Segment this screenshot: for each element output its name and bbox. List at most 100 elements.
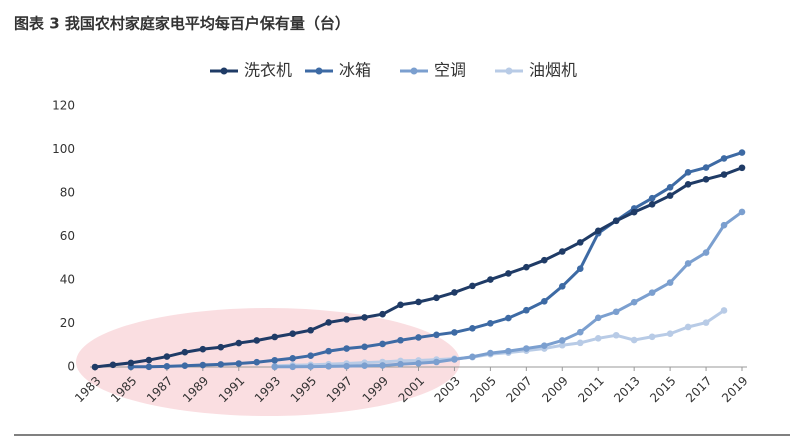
point [523, 263, 530, 271]
point [576, 339, 584, 347]
point [235, 360, 243, 367]
point [523, 345, 530, 352]
point [720, 307, 728, 314]
legend-label: 空调 [434, 61, 466, 80]
point [289, 330, 296, 338]
point [325, 363, 332, 370]
point [307, 352, 314, 359]
point [451, 356, 458, 363]
point [325, 319, 332, 326]
point [720, 221, 728, 229]
point [612, 331, 620, 339]
point [289, 355, 296, 362]
x-tick-label: 2017 [683, 374, 714, 405]
y-tick-label: 60 [60, 229, 75, 243]
point [702, 175, 710, 183]
chart-title: 图表 3 我国农村家庭家电平均每百户保有量（台） [14, 15, 350, 33]
point [702, 164, 710, 171]
point [253, 337, 261, 344]
point [648, 289, 656, 296]
point [594, 227, 602, 235]
point [720, 171, 728, 178]
legend-label: 冰箱 [339, 61, 371, 80]
point [469, 282, 476, 290]
point [415, 334, 422, 341]
point [558, 337, 566, 344]
point [541, 298, 548, 305]
point [343, 362, 350, 370]
point [253, 358, 261, 366]
point [199, 345, 207, 353]
legend-marker [315, 67, 323, 75]
point [630, 336, 638, 344]
point [361, 314, 368, 321]
point [217, 361, 225, 368]
point [558, 341, 566, 349]
point [451, 289, 458, 296]
point [469, 353, 476, 361]
point [181, 348, 189, 356]
point [145, 356, 153, 364]
point [271, 333, 279, 341]
point [379, 310, 386, 318]
point [343, 316, 350, 323]
point [397, 360, 404, 368]
point [469, 324, 476, 332]
point [505, 347, 512, 355]
point [181, 362, 189, 369]
point [127, 359, 135, 367]
x-tick-label: 2013 [611, 374, 642, 405]
point [612, 217, 620, 225]
point [217, 343, 225, 351]
point [307, 363, 314, 370]
point [235, 339, 243, 347]
point [271, 356, 279, 364]
point [307, 326, 314, 334]
legend-label: 油烟机 [529, 61, 577, 80]
legend-label: 洗衣机 [244, 61, 292, 80]
point [487, 276, 494, 283]
point [433, 294, 440, 302]
x-tick-label: 2019 [719, 374, 750, 405]
point [109, 361, 117, 369]
point [343, 345, 350, 352]
point [523, 306, 530, 314]
point [541, 256, 548, 264]
point [289, 363, 296, 371]
point [648, 201, 656, 208]
x-tick-label: 2007 [503, 374, 534, 405]
point [433, 358, 440, 366]
point [738, 149, 746, 156]
point [720, 155, 728, 162]
point [738, 164, 746, 172]
point [163, 353, 171, 360]
y-tick-label: 100 [52, 142, 75, 156]
point [379, 340, 386, 348]
point [684, 323, 692, 331]
point [397, 301, 404, 309]
point [558, 283, 566, 290]
x-tick-label: 2009 [539, 374, 570, 405]
point [541, 342, 548, 349]
point [433, 331, 440, 339]
point [379, 362, 386, 369]
point [648, 194, 656, 202]
point [738, 208, 746, 216]
point [666, 279, 674, 286]
point [576, 239, 584, 246]
point [684, 181, 692, 188]
x-tick-label: 2015 [647, 374, 678, 405]
point [271, 363, 279, 371]
point [361, 343, 368, 351]
x-tick-label: 2011 [575, 374, 606, 405]
y-tick-label: 80 [60, 186, 75, 200]
point [415, 360, 422, 367]
point [594, 314, 602, 322]
point [594, 334, 602, 342]
point [163, 363, 171, 370]
point [397, 336, 404, 344]
y-tick-label: 120 [52, 99, 75, 113]
y-tick-label: 20 [60, 316, 75, 330]
legend-marker [410, 67, 418, 75]
